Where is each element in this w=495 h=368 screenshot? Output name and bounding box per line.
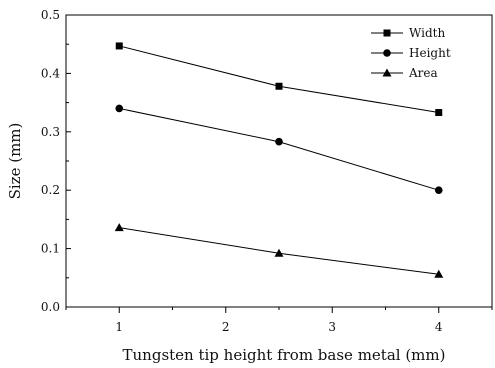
legend-item-width: Width (371, 26, 445, 40)
y-tick-label: 0.3 (41, 125, 60, 139)
legend-marker-area (382, 68, 392, 77)
data-point-area (114, 223, 124, 232)
data-point-height (434, 186, 443, 194)
data-point-height (275, 137, 283, 146)
series-line-height (119, 107, 439, 191)
legend-marker-height (383, 49, 391, 57)
legend-label-width: Width (409, 26, 445, 40)
legend-marker-width (383, 29, 391, 37)
series-width (115, 42, 443, 117)
legend-item-area: Area (371, 66, 438, 80)
x-tick-label: 4 (435, 320, 443, 334)
series-area (114, 223, 444, 278)
data-point-width (275, 82, 283, 90)
legend-label-area: Area (408, 66, 438, 80)
data-point-area (274, 248, 284, 257)
x-tick-label: 1 (115, 320, 123, 334)
y-axis: 0.0 0.1 0.2 0.3 0.4 0.5 (41, 8, 71, 314)
series-layer (114, 42, 444, 278)
legend: Width Height Area (371, 26, 451, 80)
data-point-width (435, 109, 443, 117)
y-axis-title: Size (mm) (6, 123, 24, 200)
data-point-area (434, 269, 444, 278)
data-point-width (115, 42, 123, 50)
x-axis-title: Tungsten tip height from base metal (mm) (123, 346, 446, 364)
x-axis: 1 2 3 4 (65, 307, 493, 334)
legend-label-height: Height (409, 46, 451, 60)
y-tick-label: 0.4 (41, 66, 60, 80)
data-point-height (115, 104, 124, 113)
x-tick-label: 3 (328, 320, 336, 334)
series-height (115, 104, 443, 194)
legend-item-height: Height (371, 46, 451, 60)
y-tick-label: 0.5 (41, 8, 60, 22)
series-line-width (119, 45, 439, 114)
x-tick-label: 2 (222, 320, 230, 334)
y-tick-label: 0.0 (41, 300, 60, 314)
y-tick-label: 0.2 (41, 183, 60, 197)
y-tick-label: 0.1 (41, 242, 60, 256)
